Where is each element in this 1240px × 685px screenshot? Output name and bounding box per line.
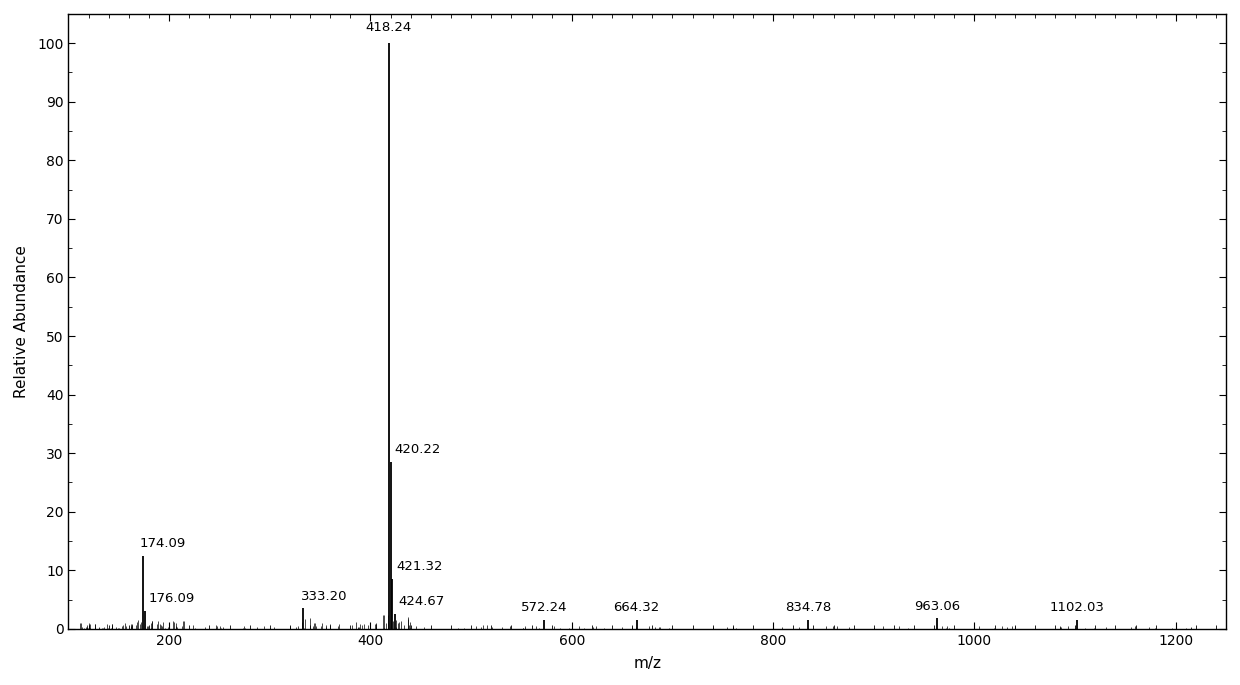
Text: 333.20: 333.20 bbox=[301, 590, 347, 603]
Text: 418.24: 418.24 bbox=[366, 21, 412, 34]
Text: 664.32: 664.32 bbox=[614, 601, 660, 614]
Text: 420.22: 420.22 bbox=[394, 443, 441, 456]
Text: 176.09: 176.09 bbox=[148, 593, 195, 606]
Text: 1102.03: 1102.03 bbox=[1050, 601, 1105, 614]
Text: 174.09: 174.09 bbox=[140, 537, 186, 550]
Text: 421.32: 421.32 bbox=[396, 560, 443, 573]
Text: 424.67: 424.67 bbox=[398, 595, 445, 608]
Y-axis label: Relative Abundance: Relative Abundance bbox=[14, 245, 29, 398]
X-axis label: m/z: m/z bbox=[634, 656, 661, 671]
Text: 963.06: 963.06 bbox=[914, 599, 960, 612]
Text: 834.78: 834.78 bbox=[785, 601, 831, 614]
Text: 572.24: 572.24 bbox=[521, 601, 567, 614]
